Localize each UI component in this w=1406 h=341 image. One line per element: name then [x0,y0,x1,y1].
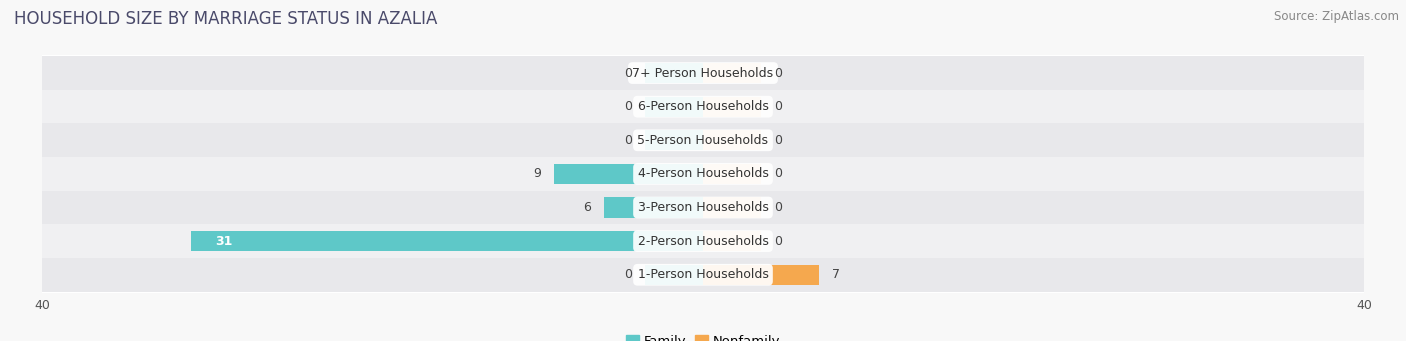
Bar [42,123,1364,157]
Bar [703,164,761,184]
Text: 1-Person Households: 1-Person Households [637,268,769,281]
Bar [703,231,761,251]
Bar [42,90,1364,123]
Text: 0: 0 [775,100,782,113]
Text: 0: 0 [775,134,782,147]
Bar [645,97,703,117]
Bar [42,224,1364,258]
Text: 0: 0 [775,235,782,248]
Bar [554,164,703,184]
Bar [42,56,1364,90]
Text: 5-Person Households: 5-Person Households [637,134,769,147]
Text: 4-Person Households: 4-Person Households [637,167,769,180]
Text: 7: 7 [832,268,839,281]
Bar [191,231,703,251]
Text: 9: 9 [533,167,541,180]
Bar [645,130,703,150]
Bar [605,197,703,218]
Text: HOUSEHOLD SIZE BY MARRIAGE STATUS IN AZALIA: HOUSEHOLD SIZE BY MARRIAGE STATUS IN AZA… [14,10,437,28]
Bar [42,258,1364,292]
Text: Source: ZipAtlas.com: Source: ZipAtlas.com [1274,10,1399,23]
Text: 7+ Person Households: 7+ Person Households [633,66,773,79]
Bar [703,197,761,218]
Text: 3-Person Households: 3-Person Households [637,201,769,214]
Text: 2-Person Households: 2-Person Households [637,235,769,248]
Bar [645,63,703,83]
Text: 0: 0 [624,268,631,281]
Bar [645,265,703,285]
Text: 0: 0 [624,100,631,113]
Bar [42,191,1364,224]
Bar [42,157,1364,191]
Bar [703,130,761,150]
Text: 6-Person Households: 6-Person Households [637,100,769,113]
Bar [703,63,761,83]
Bar [703,265,818,285]
Text: 0: 0 [624,66,631,79]
Text: 0: 0 [775,167,782,180]
Text: 0: 0 [624,134,631,147]
Text: 31: 31 [215,235,233,248]
Text: 0: 0 [775,66,782,79]
Bar [703,97,761,117]
Text: 0: 0 [775,201,782,214]
Legend: Family, Nonfamily: Family, Nonfamily [620,330,786,341]
Text: 6: 6 [582,201,591,214]
